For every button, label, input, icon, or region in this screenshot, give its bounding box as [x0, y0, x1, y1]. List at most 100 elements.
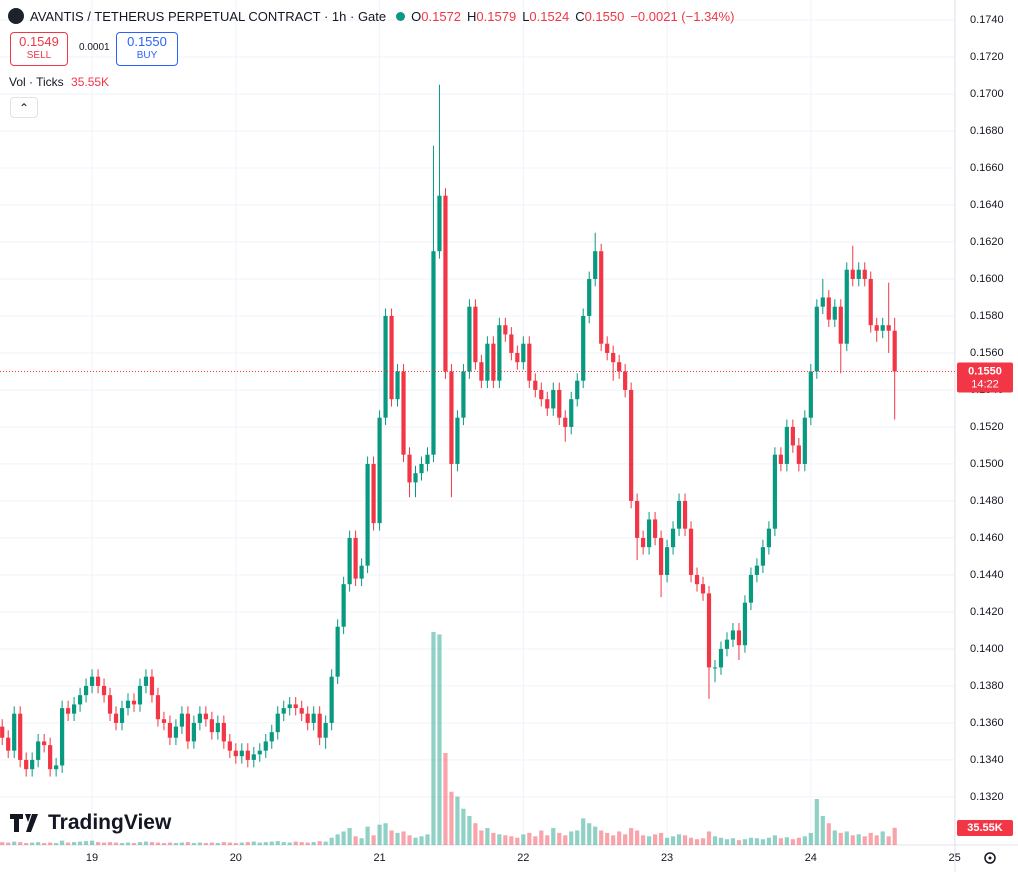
candle-body	[293, 704, 298, 709]
volume-bar	[317, 841, 322, 845]
y-tick-label: 0.1500	[970, 458, 1004, 470]
volume-bar	[215, 843, 220, 845]
volume-bar	[736, 840, 742, 845]
y-tick-label: 0.1640	[970, 199, 1004, 211]
volume-bar	[407, 835, 412, 845]
candle-body	[581, 315, 586, 381]
sell-button[interactable]: 0.1549 SELL	[10, 32, 68, 66]
value: 0.1579	[476, 8, 517, 24]
volume-bar	[664, 837, 670, 845]
candle-body	[125, 700, 131, 709]
candle-body	[30, 759, 35, 770]
volume-bar	[790, 839, 795, 845]
candle-body	[766, 528, 771, 548]
volume-bar	[305, 842, 310, 845]
candle-body	[778, 454, 783, 464]
volume-bar	[179, 842, 185, 845]
volume-bar	[66, 842, 71, 845]
volume-bar	[868, 832, 873, 845]
x-tick-label: 23	[661, 852, 673, 864]
volume-bar	[77, 841, 83, 845]
candle-body	[527, 343, 532, 381]
candle-body	[676, 500, 682, 529]
candle-body	[682, 500, 688, 529]
candle-body	[60, 708, 65, 766]
volume-bar	[886, 836, 891, 845]
candle-body	[503, 325, 508, 335]
candle-body	[119, 708, 125, 723]
candle-body	[605, 343, 610, 353]
symbol-title[interactable]: AVANTIS / TETHERUS PERPETUAL CONTRACT · …	[30, 8, 387, 24]
legend-open: O0.1572	[411, 9, 461, 24]
volume-bar	[60, 840, 65, 845]
volume-bar	[227, 842, 232, 845]
candle-body	[131, 700, 137, 705]
volume-bar	[143, 841, 149, 845]
candle-body	[575, 380, 580, 400]
candle-body	[539, 389, 544, 400]
y-tick-label: 0.1680	[970, 125, 1004, 137]
buy-price: 0.1550	[127, 34, 167, 49]
volume-value-box	[957, 820, 1013, 836]
volume-bar	[395, 832, 400, 845]
candle-body	[287, 704, 292, 709]
candle-body	[257, 750, 262, 755]
candle-body	[599, 251, 604, 344]
volume-bar	[838, 832, 843, 845]
candle-body	[395, 371, 400, 400]
volume-bar	[203, 843, 208, 845]
volume-bar	[533, 836, 538, 845]
candle-body	[557, 389, 562, 418]
candle-body	[365, 463, 370, 566]
y-tick-label: 0.1380	[970, 680, 1004, 692]
volume-bar	[581, 818, 586, 845]
value: 0.1524	[529, 8, 570, 24]
candle-body	[563, 417, 568, 427]
candle-body	[533, 380, 538, 390]
candle-body	[227, 741, 232, 751]
volume-bar	[18, 842, 23, 845]
volume-bar	[712, 836, 718, 845]
volume-bar	[784, 837, 789, 845]
last-price-label: 0.1550	[968, 365, 1002, 377]
settings-button[interactable]	[984, 852, 996, 864]
volume-bar	[617, 831, 622, 845]
volume-bar	[814, 799, 819, 845]
candle-body	[245, 750, 250, 760]
volume-bar	[101, 842, 107, 845]
volume-bar	[844, 831, 849, 845]
volume-bar	[245, 842, 250, 845]
brand-logo[interactable]: TradingView	[10, 811, 171, 835]
y-tick-label: 0.1520	[970, 421, 1004, 433]
candle-body	[515, 352, 520, 363]
volume-bar	[347, 828, 352, 845]
volume-bar	[293, 841, 298, 845]
candle-body	[48, 745, 53, 770]
volume-bar	[341, 831, 346, 845]
volume-bar	[539, 830, 544, 845]
candle-body	[521, 343, 526, 363]
volume-bar	[125, 842, 131, 845]
sell-price: 0.1549	[19, 34, 59, 49]
collapse-button[interactable]: ⌃	[10, 97, 38, 118]
volume-bar	[425, 834, 430, 845]
candle-body	[143, 676, 149, 686]
volume-bar	[593, 826, 598, 845]
y-tick-label: 0.1320	[970, 791, 1004, 803]
volume-bar	[874, 835, 879, 845]
buy-button[interactable]: 0.1550 BUY	[116, 32, 178, 66]
volume-bar	[802, 836, 807, 845]
indicator-name[interactable]: Vol · Ticks	[9, 75, 64, 89]
candle-body	[808, 371, 813, 418]
candle-body	[551, 389, 556, 409]
label: C	[575, 8, 585, 24]
volume-bar	[503, 835, 508, 845]
volume-bar	[497, 834, 502, 845]
y-tick-label: 0.1400	[970, 643, 1004, 655]
volume-bar	[95, 842, 101, 845]
candle-body	[491, 343, 496, 381]
candle-body	[77, 695, 83, 705]
candle-body	[179, 713, 185, 727]
volume-bar	[760, 839, 766, 845]
